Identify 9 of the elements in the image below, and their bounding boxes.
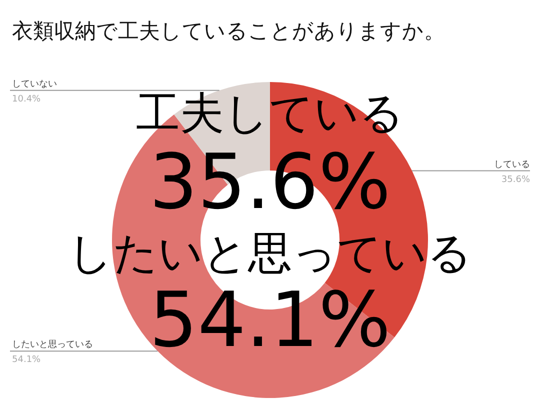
data-label: 54.1% — [12, 355, 42, 366]
slice-label: したいと思っている — [12, 339, 93, 350]
data-label: 35.6% — [501, 174, 530, 185]
text: 35.6% — [149, 137, 391, 226]
text: 工夫している — [136, 88, 404, 139]
slice-label: していない — [12, 79, 57, 90]
slice-label: している — [494, 160, 530, 170]
chart-title: 衣類収納で工夫していることがありますか。 — [12, 19, 445, 43]
data-label: 10.4% — [12, 94, 42, 104]
